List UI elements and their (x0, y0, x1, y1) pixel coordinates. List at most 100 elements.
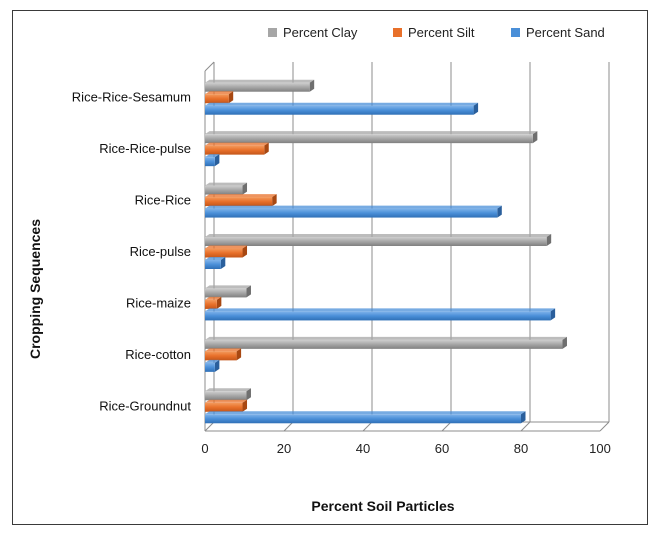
bar-percent-sand-rice-pulse (205, 257, 226, 269)
bar-percent-silt-rice-rice (205, 194, 277, 207)
bar-percent-clay-rice-rice-sesamum (205, 79, 315, 92)
floor-line-20 (283, 421, 294, 432)
x-tick-label-40: 40 (356, 441, 370, 456)
bar-front-face (205, 157, 215, 167)
bar-percent-silt-rice-rice-sesamum (205, 91, 234, 104)
bar-side-face (246, 388, 251, 401)
bar-side-face (242, 399, 248, 412)
bar-percent-silt-rice-rice-pulse (205, 142, 269, 155)
bar-side-face (264, 142, 269, 155)
bar-front-face (205, 362, 215, 372)
gridlines (204, 62, 610, 432)
bar-top-face (205, 194, 277, 198)
bars (205, 79, 567, 424)
bar-side-face (550, 308, 556, 321)
bar-top-face (205, 79, 315, 83)
x-tick-label-20: 20 (277, 441, 291, 456)
bar-side-face (220, 257, 226, 269)
bar-percent-silt-rice-groundnut (205, 399, 248, 412)
bar-top-face (205, 154, 220, 158)
floor-line-100 (599, 421, 610, 432)
bar-percent-clay-rice-maize (205, 285, 251, 298)
category-label-rice-cotton: Rice-cotton (125, 347, 191, 362)
bar-front-face (205, 351, 237, 361)
bar-percent-sand-rice-rice (205, 205, 502, 218)
bar-front-face (205, 145, 265, 155)
bar-chart: 0 20 40 60 80 100 Rice-GroundnutRice-cottonRi… (27, 25, 611, 514)
legend-swatch-percent-clay (268, 28, 277, 37)
left-wall-top (204, 61, 215, 72)
category-label-rice-rice-pulse: Rice-Rice-pulse (99, 141, 191, 156)
bar-top-face (205, 91, 234, 95)
legend-label-percent-silt: Percent Silt (408, 25, 475, 40)
legend-item-percent-silt: Percent Silt (393, 25, 475, 40)
bar-side-face (546, 234, 552, 246)
bar-percent-silt-rice-maize (205, 296, 222, 309)
legend-item-percent-sand: Percent Sand (511, 25, 605, 40)
bar-top-face (205, 285, 251, 289)
bar-top-face (205, 388, 251, 392)
bar-top-face (205, 257, 226, 260)
bar-percent-clay-rice-rice (205, 182, 248, 195)
bar-front-face (205, 94, 229, 104)
bar-front-face (205, 288, 247, 298)
bar-top-face (205, 359, 220, 363)
bar-front-face (205, 299, 217, 309)
bar-side-face (242, 245, 248, 258)
bar-front-face (205, 414, 521, 424)
legend: Percent Clay Percent Silt Percent Sand (268, 25, 605, 40)
bar-side-face (216, 296, 222, 309)
x-tick-labels: 0 20 40 60 80 100 (201, 441, 610, 456)
bar-side-face (236, 348, 242, 361)
bar-front-face (205, 391, 247, 401)
bar-top-face (205, 411, 526, 415)
bar-front-face (205, 248, 243, 258)
category-label-rice-rice-sesamum: Rice-Rice-Sesamum (72, 90, 191, 105)
bar-top-face (205, 205, 502, 209)
bar-front-face (205, 197, 273, 207)
legend-item-percent-clay: Percent Clay (268, 25, 358, 40)
bar-side-face (246, 285, 251, 298)
bar-top-face (205, 399, 248, 403)
bar-percent-sand-rice-maize (205, 308, 556, 321)
bar-percent-sand-rice-rice-sesamum (205, 102, 479, 115)
chart-frame: 0 20 40 60 80 100 Rice-Groundnut Rice-cotton Ri… (12, 10, 648, 525)
category-label-rice-pulse: Rice-pulse (130, 244, 191, 259)
bar-front-face (205, 311, 551, 321)
bar-front-face (205, 134, 533, 144)
bar-front-face (205, 82, 310, 92)
bar-percent-sand-rice-rice-pulse (205, 154, 220, 167)
y-axis-title: Cropping Sequences (27, 219, 43, 359)
bar-side-face (228, 91, 234, 104)
bar-top-face (205, 182, 248, 186)
category-label-rice-rice: Rice-Rice (135, 193, 191, 208)
bar-top-face (205, 336, 567, 340)
bar-front-face (205, 260, 221, 269)
bar-front-face (205, 237, 547, 246)
bar-percent-sand-rice-groundnut (205, 411, 526, 424)
bar-top-face (205, 245, 248, 249)
x-tick-label-100: 100 (589, 441, 611, 456)
floor-line-80 (520, 421, 531, 432)
axes (204, 61, 609, 432)
x-tick-label-80: 80 (514, 441, 528, 456)
category-labels: Rice-Groundnut Rice-cotton Rice-maize Rice-… (72, 90, 192, 414)
bar-side-face (214, 154, 220, 167)
legend-label-percent-sand: Percent Sand (526, 25, 605, 40)
bar-front-face (205, 402, 243, 412)
bar-side-face (497, 205, 502, 218)
bar-percent-clay-rice-pulse (205, 234, 552, 246)
bar-front-face (205, 208, 498, 218)
x-tick-label-0: 0 (201, 441, 208, 456)
legend-swatch-percent-sand (511, 28, 520, 37)
bar-top-face (205, 296, 222, 300)
bar-side-face (309, 79, 315, 92)
bar-front-face (205, 339, 563, 349)
x-tick-label-60: 60 (435, 441, 449, 456)
legend-swatch-percent-silt (393, 28, 402, 37)
x-axis-title: Percent Soil Particles (311, 498, 454, 514)
bar-side-face (473, 102, 479, 115)
floor-line-60 (441, 421, 452, 432)
legend-label-percent-clay: Percent Clay (283, 25, 358, 40)
bar-percent-silt-rice-cotton (205, 348, 242, 361)
